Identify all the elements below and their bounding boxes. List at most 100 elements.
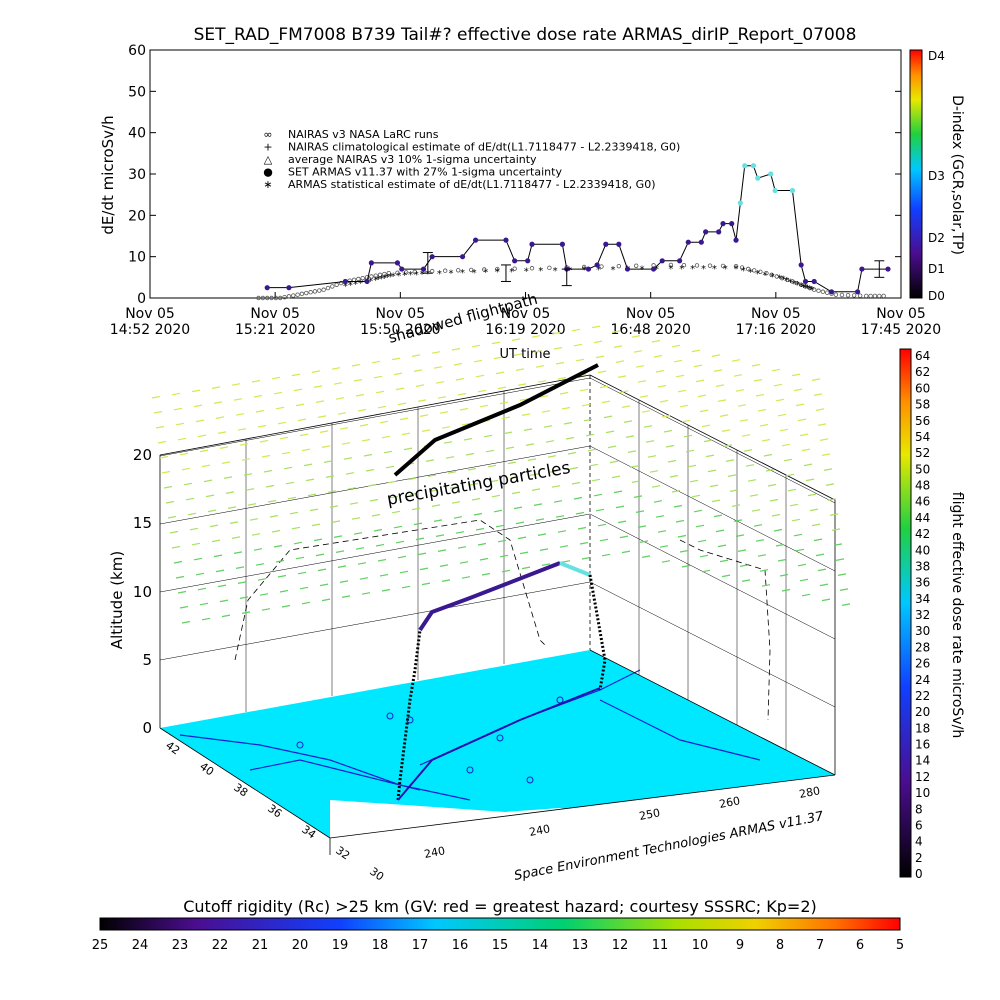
precip-dash <box>555 361 565 365</box>
precip-dash <box>313 385 323 388</box>
precip-dash <box>559 545 569 548</box>
rc-tick-label: 25 <box>92 938 109 953</box>
precip-dash <box>557 530 567 533</box>
precip-dash <box>657 384 667 388</box>
precip-dash <box>555 515 565 518</box>
precip-dash <box>589 463 599 467</box>
precip-dash <box>297 571 307 575</box>
precip-dash <box>685 449 695 453</box>
nairas-point <box>265 295 270 301</box>
precip-dash <box>403 447 413 451</box>
precip-dash <box>625 435 635 438</box>
nairas-point <box>779 275 785 281</box>
precip-dash <box>259 593 269 596</box>
legend-symbol: ∞ <box>263 128 272 141</box>
flight-ground-track <box>397 687 601 801</box>
dose-tick-label: 30 <box>915 624 930 638</box>
nairas-point <box>868 293 873 299</box>
precip-dash <box>379 573 389 577</box>
precip-dash <box>695 524 705 528</box>
precip-dash <box>461 576 471 579</box>
rc-tick-label: 11 <box>652 938 669 953</box>
dose-tick-label: 58 <box>915 398 930 412</box>
precip-dash <box>431 504 441 507</box>
precip-dash <box>291 373 301 377</box>
precip-dash <box>531 335 541 338</box>
precip-dash <box>267 499 277 503</box>
precip-dash <box>551 485 561 488</box>
armas-stat-point: * <box>391 271 396 282</box>
precip-dash <box>593 340 603 344</box>
precip-dash <box>397 555 407 559</box>
precip-dash <box>511 338 521 341</box>
nairas-point <box>469 267 474 273</box>
precip-dash <box>747 479 757 482</box>
precip-dash <box>611 475 621 479</box>
precip-dash <box>693 509 703 513</box>
x-tick-label-time: 15:21 2020 <box>235 322 315 338</box>
precip-dash <box>501 569 511 573</box>
d-index-tick-label: D4 <box>928 49 945 63</box>
armas-point <box>616 241 622 247</box>
precip-dash <box>641 410 651 413</box>
precip-dash <box>535 518 545 521</box>
precip-dash <box>399 417 409 421</box>
precip-dash <box>673 504 683 508</box>
precip-dash <box>451 501 461 504</box>
precip-dash <box>659 545 669 548</box>
precip-dash <box>793 533 803 537</box>
cutoff-rigidity-colorbar <box>99 917 901 931</box>
precip-dash <box>751 363 761 367</box>
precip-dash <box>537 380 547 383</box>
precip-dash <box>525 443 535 446</box>
precip-dash <box>813 393 823 396</box>
precip-dash <box>627 450 637 453</box>
y-tick-label: 40 <box>128 126 146 142</box>
armas-point <box>716 229 722 235</box>
nairas-point <box>547 265 552 271</box>
precip-dash <box>431 351 441 354</box>
precip-dash <box>367 483 377 487</box>
flight-path-shadow <box>393 363 599 477</box>
precip-dash <box>233 398 243 401</box>
precip-dash <box>579 541 589 545</box>
nairas-point <box>330 284 335 289</box>
precip-dash <box>425 459 435 462</box>
precip-dash <box>695 379 705 383</box>
precip-dash <box>489 479 499 483</box>
d-index-tick-label: D0 <box>928 289 945 303</box>
precip-dash <box>275 559 285 563</box>
precip-dash <box>281 451 291 455</box>
precip-dash <box>623 420 633 423</box>
precip-dash <box>179 605 189 609</box>
precip-dash <box>635 510 645 513</box>
precip-dash <box>753 378 763 382</box>
precip-dash <box>569 466 579 470</box>
precip-dash <box>269 514 279 518</box>
precip-dash <box>637 525 647 528</box>
rc-tick-label: 24 <box>132 938 149 953</box>
precip-dash <box>201 617 211 621</box>
precip-dash <box>553 346 563 350</box>
d-index-tick-label: D3 <box>928 169 945 183</box>
precip-dash <box>653 500 663 503</box>
precip-dash <box>581 556 591 560</box>
dose-tick-label: 38 <box>915 559 930 573</box>
precip-dash <box>717 399 727 402</box>
armas-point <box>364 278 370 285</box>
precip-dash <box>661 560 671 563</box>
armas-stat-point: * <box>748 267 753 278</box>
precip-dash <box>731 504 741 507</box>
precip-dash <box>599 538 609 542</box>
nairas-point <box>377 272 383 278</box>
plot-series: * * * * * ******* * * * * * * * * * * * * * * * * * * * * * * * * * * * *… <box>256 163 891 301</box>
precip-dash <box>213 554 223 558</box>
precip-dash <box>273 544 283 548</box>
nairas-point <box>616 263 622 269</box>
precip-dash <box>363 453 373 457</box>
armas-point <box>755 175 761 181</box>
precip-dash <box>435 534 445 537</box>
flight-path-high-dose <box>559 561 591 577</box>
plot-box <box>159 374 836 855</box>
precip-dash <box>415 384 425 387</box>
